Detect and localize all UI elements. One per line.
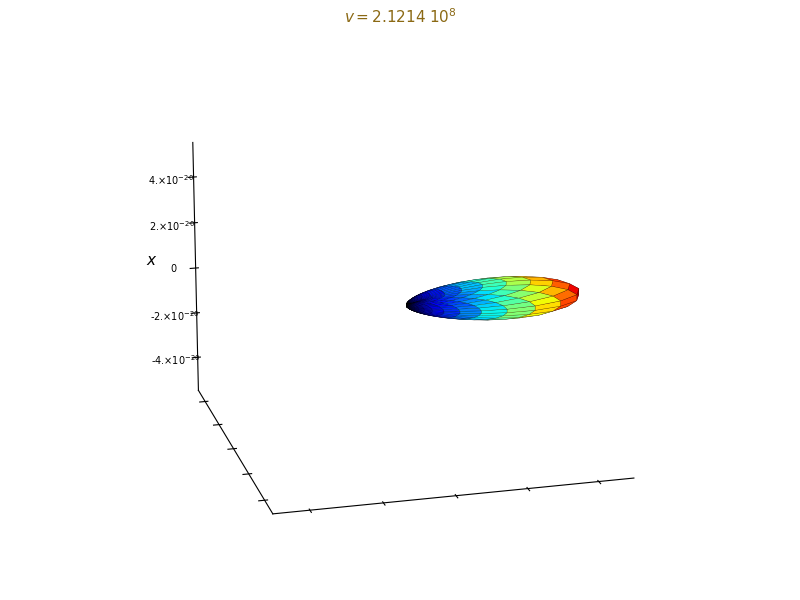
Title: $v = 2.1214\;10^8$: $v = 2.1214\;10^8$ [344,7,456,26]
